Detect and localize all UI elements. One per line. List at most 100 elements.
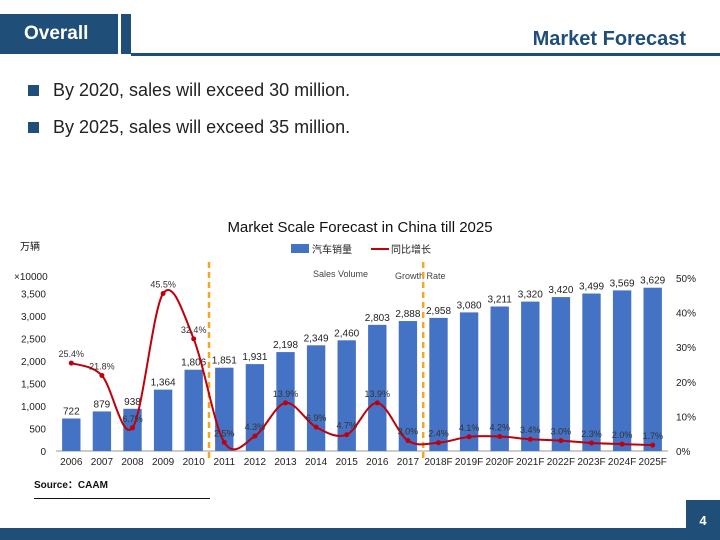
sales-bar (398, 321, 418, 451)
category-label: 2011 (214, 457, 236, 468)
sales-bar (368, 324, 387, 451)
growth-rate-point (558, 438, 564, 444)
bullet-item: By 2025, sales will exceed 35 million. (28, 117, 350, 138)
growth-rate-label: 3.0% (398, 427, 419, 437)
sales-bar-label: 3,629 (640, 276, 665, 287)
left-axis-unit: ×10000 (14, 272, 48, 283)
category-label: 2022F (547, 457, 575, 468)
category-label: 2008 (121, 457, 144, 468)
sales-bar-label: 3,499 (579, 282, 604, 293)
growth-rate-label: 2.0% (612, 430, 633, 440)
category-label: 2014 (305, 457, 328, 468)
growth-rate-point (191, 336, 197, 342)
category-label: 2023F (577, 457, 605, 468)
sales-bar-label: 3,569 (610, 278, 635, 289)
growth-rate-point (589, 440, 594, 446)
right-tick-label: 30% (676, 343, 696, 354)
section-tab: Overall (0, 14, 118, 54)
sales-bar-label: 2,803 (365, 313, 390, 324)
growth-rate-label: 13.9% (365, 389, 391, 399)
growth-rate-label: 21.8% (89, 362, 115, 372)
sales-bar (643, 287, 662, 451)
sales-bar (92, 411, 112, 451)
growth-rate-label: 3.0% (551, 427, 572, 437)
sales-bar-label: 938 (124, 397, 141, 408)
growth-rate-label: 25.4% (59, 349, 85, 359)
growth-rate-label: 45.5% (150, 280, 176, 290)
growth-rate-label: 13.9% (273, 389, 299, 399)
growth-rate-point (160, 291, 166, 296)
sales-bar-label: 1,851 (212, 356, 237, 367)
growth-rate-label: 4.2% (489, 422, 510, 432)
sales-bar (521, 301, 540, 451)
sales-bar-label: 2,888 (395, 309, 420, 320)
bullet-square-icon (28, 85, 39, 96)
growth-rate-label: 4.1% (459, 423, 480, 433)
left-tick-label: 2,000 (21, 357, 46, 368)
right-tick-label: 10% (676, 412, 696, 423)
growth-rate-point (68, 360, 74, 366)
sales-bar-label: 3,211 (488, 295, 513, 306)
category-label: 2015 (336, 457, 359, 468)
sales-bar (153, 389, 173, 451)
growth-rate-point (130, 425, 135, 431)
sales-bar (337, 340, 356, 451)
category-label: 2016 (366, 457, 389, 468)
left-tick-label: 1,500 (21, 380, 46, 391)
sales-bar (612, 290, 632, 451)
category-label: 2007 (91, 457, 114, 468)
legend-bars-swatch (291, 244, 309, 253)
sales-bar (306, 345, 326, 451)
sales-bar-label: 2,958 (426, 306, 451, 317)
sales-bar-label: 1,931 (242, 352, 267, 363)
category-label: 2018F (424, 457, 452, 468)
growth-rate-label: 6.7% (122, 414, 143, 424)
sales-bar (215, 367, 234, 451)
growth-rate-point (374, 400, 380, 406)
growth-rate-label: 2.5% (214, 428, 235, 438)
left-tick-label: 0 (40, 447, 46, 458)
growth-rate-point (650, 442, 656, 448)
sales-bar-label: 2,198 (273, 340, 298, 351)
sales-bar-label: 722 (63, 407, 80, 418)
right-tick-label: 20% (676, 378, 696, 389)
header-separator (121, 14, 131, 54)
legend-line-label-cn: 同比增长 (391, 243, 431, 256)
category-label: 2012 (244, 457, 267, 468)
category-label: 2020F (486, 457, 514, 468)
growth-rate-label: 32.4% (181, 325, 207, 335)
sales-chart: 万辆 汽车销量 同比增长 Sales Volume Growth Rate ×10000 0… (14, 240, 696, 468)
left-tick-label: 3,000 (21, 312, 46, 323)
growth-rate-label: 4.3% (245, 422, 266, 432)
sales-bar-label: 879 (94, 399, 111, 410)
section-label: Overall (24, 23, 89, 44)
left-tick-label: 3,500 (21, 290, 46, 301)
footer-bar (0, 528, 720, 540)
category-label: 2010 (183, 457, 206, 468)
growth-rate-point (283, 400, 288, 406)
category-label: 2021F (516, 457, 544, 468)
growth-rate-point (405, 438, 411, 444)
bullet-text: By 2020, sales will exceed 30 million. (53, 80, 351, 100)
sales-bar-label: 3,320 (518, 290, 543, 301)
growth-rate-point (99, 373, 105, 379)
growth-rate-point (436, 440, 441, 446)
sales-bar (459, 312, 479, 451)
growth-rate-point (221, 439, 227, 445)
category-label: 2019F (455, 457, 483, 468)
sales-bar (582, 293, 601, 451)
category-label: 2006 (60, 457, 83, 468)
legend-bars-label-cn: 汽车销量 (312, 243, 352, 256)
growth-rate-label: 2.4% (428, 429, 449, 439)
left-tick-label: 2,500 (21, 335, 46, 346)
sales-bar-label: 3,080 (457, 300, 482, 311)
legend-bars-label-en: Sales Volume (313, 269, 368, 279)
sales-bar-label: 1,806 (181, 358, 206, 369)
category-label: 2025F (639, 457, 667, 468)
right-tick-label: 40% (676, 309, 696, 320)
growth-rate-point (497, 433, 503, 439)
growth-rate-point (619, 441, 625, 447)
sales-bar (62, 418, 81, 451)
sales-bar-label: 2,460 (334, 328, 359, 339)
unit-label: 万辆 (20, 240, 40, 253)
